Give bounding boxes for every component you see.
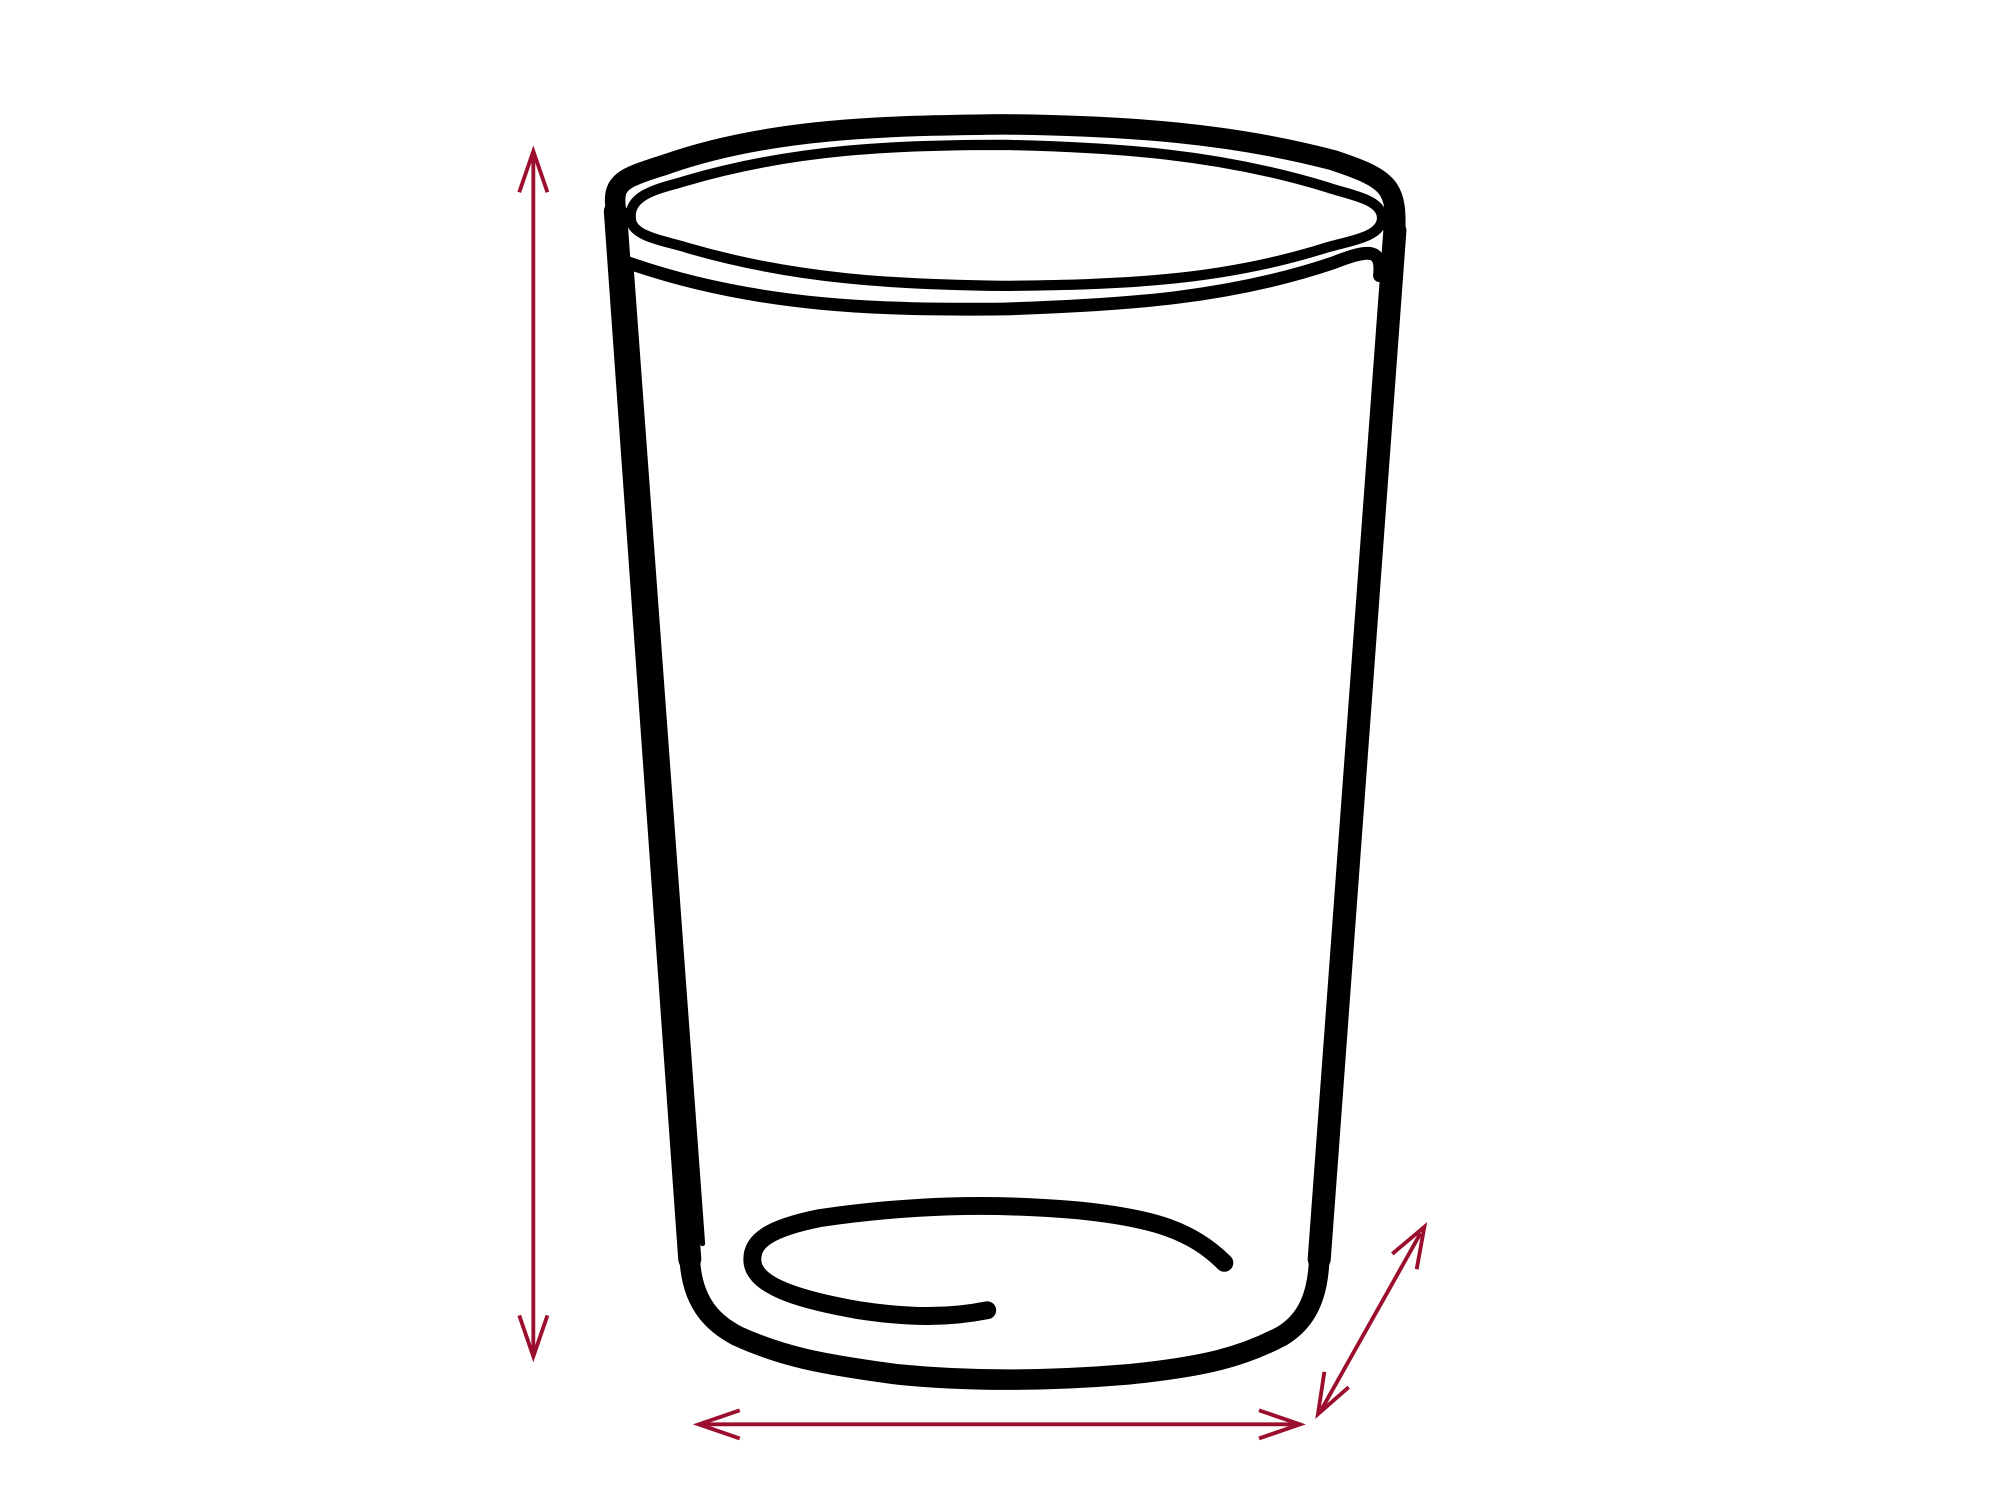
- glass-right-wall: [1307, 219, 1407, 1271]
- glass-inner-lip: [621, 246, 1387, 316]
- glass-base-swirl: [743, 1196, 1234, 1325]
- width-arrow: [692, 1408, 1306, 1441]
- glass-left-wall: [603, 200, 702, 1271]
- glass-left-wall-inner: [628, 260, 706, 1247]
- glass-bottom: [679, 1248, 1330, 1390]
- glass-rim-outer: [604, 114, 1406, 248]
- glass-outline: [603, 114, 1407, 1390]
- depth-arrow: [1315, 1222, 1428, 1420]
- dimension-arrows: [517, 145, 1428, 1441]
- height-arrow: [517, 145, 550, 1363]
- glass-rim-opening: [625, 139, 1388, 292]
